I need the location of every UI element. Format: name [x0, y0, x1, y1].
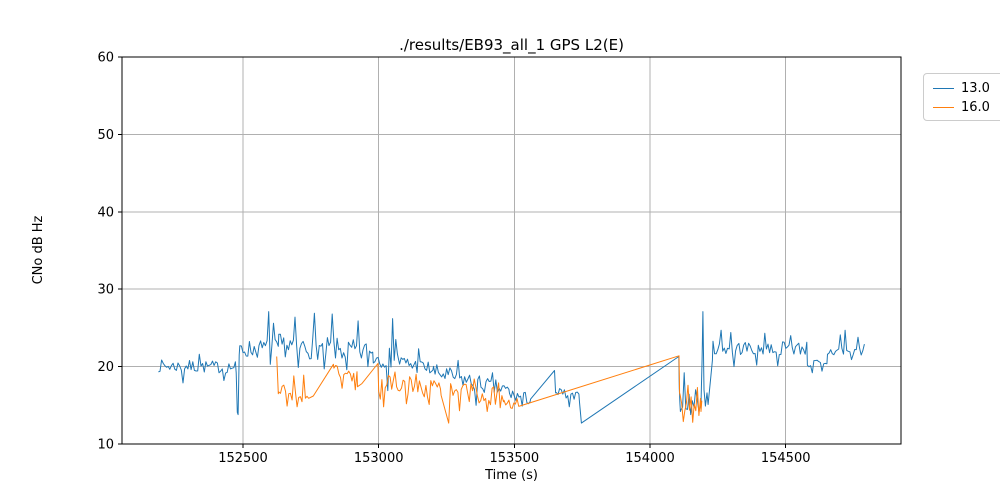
x-tick-label: 152500	[218, 451, 268, 466]
y-tick-label: 50	[97, 128, 114, 143]
y-tick-label: 60	[97, 51, 114, 66]
x-tick-label: 153500	[490, 451, 540, 466]
x-axis-label: Time (s)	[485, 468, 538, 483]
chart-title: ./results/EB93_all_1 GPS L2(E)	[399, 36, 624, 54]
y-tick-label: 20	[97, 360, 114, 375]
x-tick-label: 154000	[625, 451, 675, 466]
legend: 13.0 16.0	[923, 73, 1000, 121]
series-line-13.0	[158, 311, 865, 424]
legend-label: 13.0	[961, 81, 990, 96]
axes-frame	[121, 56, 902, 445]
y-axis-label: CNo dB Hz	[31, 215, 46, 285]
legend-label: 16.0	[961, 100, 990, 115]
x-tick-label: 153000	[354, 451, 404, 466]
legend-swatch-0	[933, 88, 954, 89]
series-line-16.0	[276, 355, 703, 424]
legend-item: 16.0	[933, 98, 1000, 117]
y-tick-label: 10	[97, 438, 114, 453]
y-tick-label: 30	[97, 283, 114, 298]
y-tick-label: 40	[97, 205, 114, 220]
x-tick-label: 154500	[761, 451, 811, 466]
legend-swatch-1	[933, 107, 954, 108]
legend-item: 13.0	[933, 79, 1000, 98]
